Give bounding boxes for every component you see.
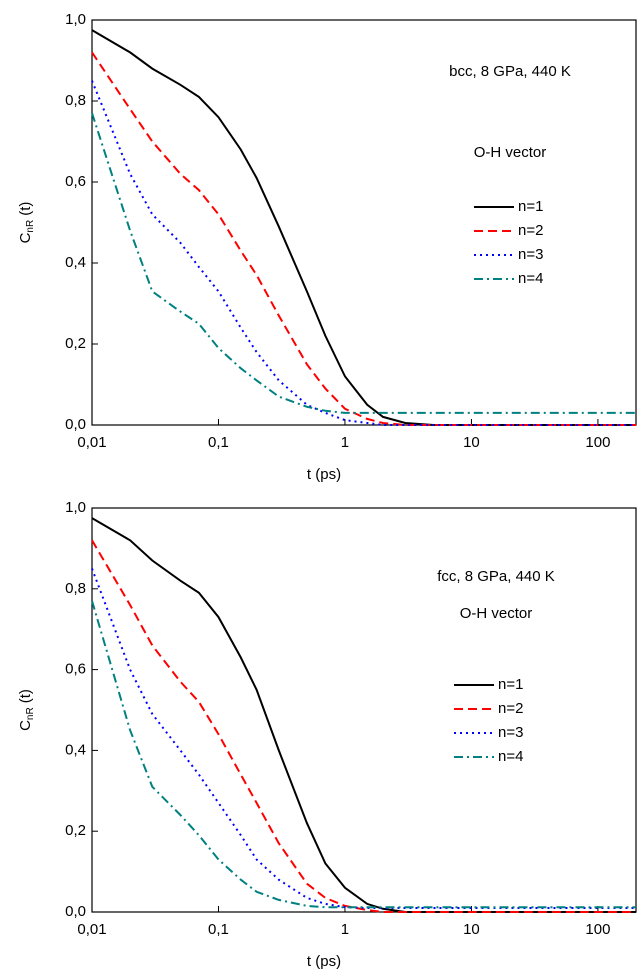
series-line bbox=[91, 80, 636, 426]
annotation: bcc, 8 GPa, 440 K bbox=[449, 63, 571, 80]
legend-label: n=3 bbox=[518, 246, 543, 263]
annotation: O-H vector bbox=[460, 605, 533, 622]
x-tick-label: 0,01 bbox=[77, 434, 106, 451]
plot-frame bbox=[91, 19, 637, 426]
chart: 0,0 0,2 0,4 0,6 0,8 1,0 0,01 0,1 1 10 100 t (ps) CnR… bbox=[17, 499, 637, 970]
x-tick-label: 0,1 bbox=[208, 921, 229, 938]
y-axis-label-part: C bbox=[17, 232, 34, 243]
y-axis-label-part: (t) bbox=[17, 689, 34, 703]
annotation: O-H vector bbox=[474, 144, 547, 161]
y-axis-label: CnR (t) bbox=[17, 689, 36, 731]
x-axis-label: t (ps) bbox=[307, 953, 341, 970]
y-tick-label: 0,8 bbox=[65, 580, 86, 597]
x-axis-label: t (ps) bbox=[307, 466, 341, 483]
x-tick-label: 10 bbox=[463, 921, 480, 938]
legend-label: n=4 bbox=[498, 748, 523, 765]
legend-label: n=3 bbox=[498, 724, 523, 741]
plot-frame bbox=[91, 507, 637, 913]
series-line bbox=[91, 600, 636, 909]
x-tick-label: 10 bbox=[463, 434, 480, 451]
x-tick-label: 0,01 bbox=[77, 921, 106, 938]
x-tick-label: 0,1 bbox=[208, 434, 229, 451]
y-axis-label: CnR (t) bbox=[17, 202, 36, 244]
y-tick-label: 0,4 bbox=[65, 741, 86, 758]
chart: 0,0 0,2 0,4 0,6 0,8 1,0 0,01 0,1 1 10 100 t (ps) CnR… bbox=[17, 11, 637, 483]
x-tick-label: 100 bbox=[585, 434, 610, 451]
series-line bbox=[91, 29, 636, 426]
x-tick-label: 1 bbox=[341, 434, 349, 451]
legend-label: n=2 bbox=[518, 222, 543, 239]
y-tick-label: 1,0 bbox=[65, 499, 86, 516]
series-line bbox=[91, 539, 636, 913]
y-tick-label: 0,2 bbox=[65, 335, 86, 352]
y-tick-label: 1,0 bbox=[65, 11, 86, 28]
y-tick-label: 0,4 bbox=[65, 254, 86, 271]
y-tick-label: 0,0 bbox=[65, 903, 86, 920]
y-axis-label-part: (t) bbox=[17, 202, 34, 216]
legend-label: n=2 bbox=[498, 700, 523, 717]
legend-label: n=1 bbox=[498, 676, 523, 693]
y-axis-label-part: nR bbox=[25, 220, 36, 233]
legend-label: n=1 bbox=[518, 198, 543, 215]
y-tick-label: 0,0 bbox=[65, 416, 86, 433]
x-tick-label: 1 bbox=[341, 921, 349, 938]
y-tick-label: 0,6 bbox=[65, 661, 86, 678]
series-line bbox=[91, 568, 636, 909]
x-tick-label: 100 bbox=[585, 921, 610, 938]
annotation: fcc, 8 GPa, 440 K bbox=[437, 568, 555, 585]
y-tick-label: 0,6 bbox=[65, 173, 86, 190]
series-line bbox=[91, 51, 636, 426]
y-tick-label: 0,2 bbox=[65, 822, 86, 839]
y-tick-label: 0,8 bbox=[65, 92, 86, 109]
series-line bbox=[91, 112, 636, 414]
legend-label: n=4 bbox=[518, 270, 543, 287]
y-axis-label-part: C bbox=[17, 720, 34, 731]
y-axis-label-part: nR bbox=[25, 707, 36, 720]
